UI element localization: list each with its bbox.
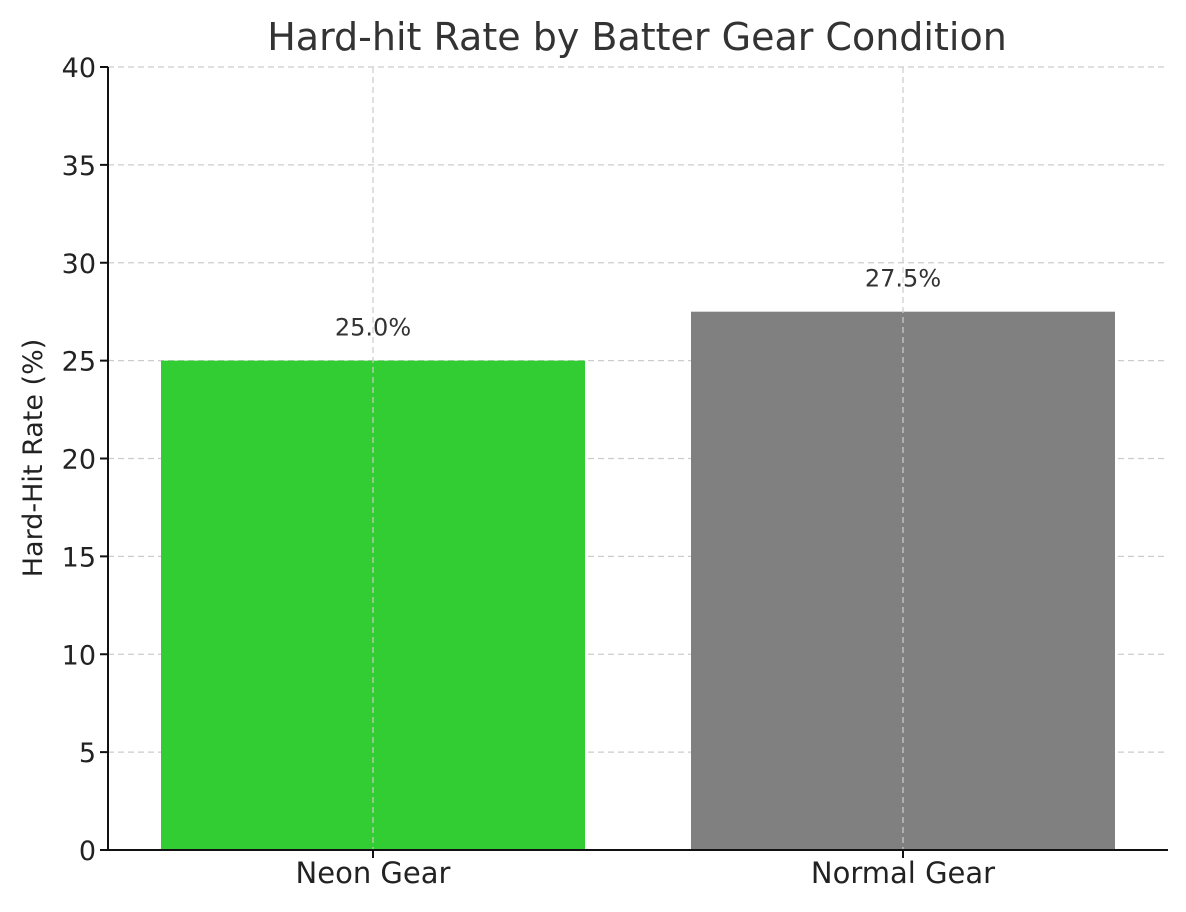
vertical-grid [372,67,904,850]
chart-title: Hard-hit Rate by Batter Gear Condition [267,15,1007,59]
y-tick-label: 15 [62,542,96,573]
y-tick-label: 5 [79,738,96,769]
y-tick-label: 0 [79,836,96,867]
x-tick-label: Neon Gear [296,856,451,890]
y-tick-label: 40 [62,53,96,84]
bars [161,311,1115,850]
y-axis-label: Hard-Hit Rate (%) [18,339,49,578]
y-tick-label: 25 [62,347,96,378]
axes [100,66,1168,858]
y-tick-label: 30 [62,249,96,280]
bar-data-label: 27.5% [865,265,941,293]
bar-data-label: 25.0% [335,314,411,342]
bar [161,360,585,850]
y-tick-label: 10 [62,640,96,671]
labels: 0 5 10 15 20 25 30 35 40 Neon Gear 25.0% Normal Gea… [62,53,996,890]
x-tick-label: Normal Gear [811,856,995,890]
y-tick-label: 35 [62,151,96,182]
y-tick-label: 20 [62,445,96,476]
